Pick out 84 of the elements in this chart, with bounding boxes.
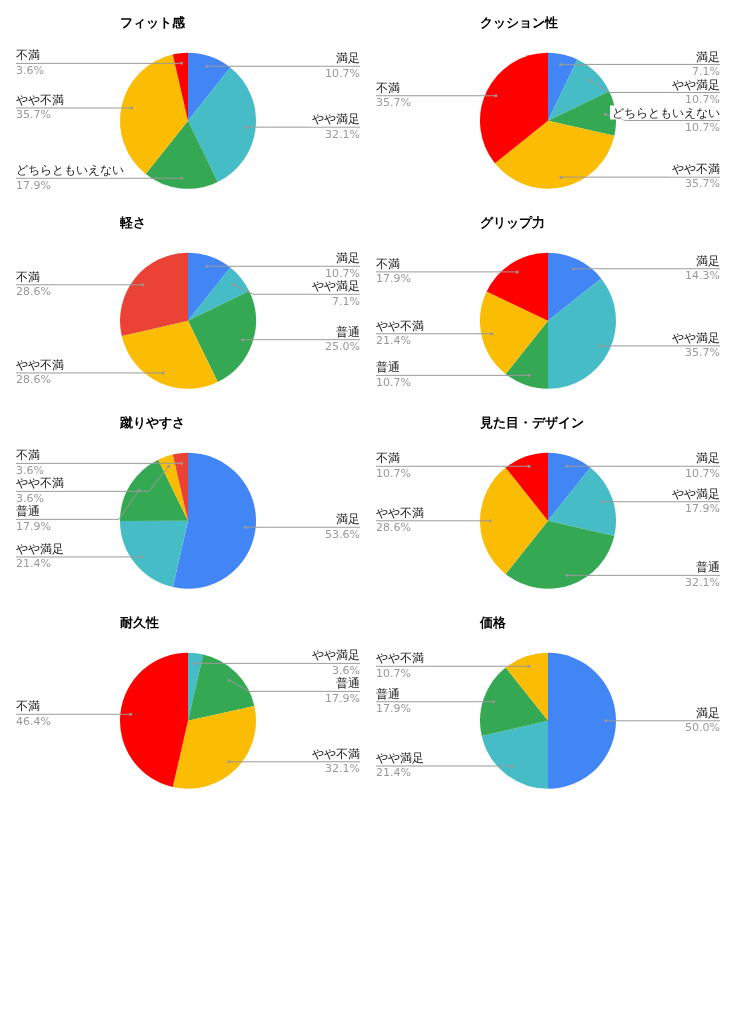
slice-label: 普通	[376, 686, 400, 701]
chart-title: 蹴りやすさ	[119, 415, 185, 431]
data-label: 10.7%	[376, 466, 411, 480]
slice-label: やや満足	[672, 77, 720, 92]
slice-label: やや不満	[376, 318, 424, 333]
slice-label: 不満	[376, 80, 400, 95]
slice-label: 満足	[696, 451, 720, 466]
chart-title: クッション性	[480, 15, 558, 31]
data-label: 21.4%	[376, 334, 411, 348]
data-label: 32.1%	[325, 127, 360, 141]
slice-label: やや不満	[312, 746, 360, 761]
slice-label: 普通	[16, 504, 40, 519]
data-label: 53.6%	[325, 527, 360, 541]
slice-label: やや不満	[16, 358, 64, 373]
data-label: 50.0%	[685, 721, 720, 735]
data-label: 10.7%	[325, 266, 360, 280]
slice-label: やや不満	[672, 162, 720, 177]
data-label: 10.7%	[685, 120, 720, 134]
data-label: 35.7%	[685, 177, 720, 191]
data-label: 3.6%	[16, 63, 44, 77]
chart-title: 価格	[479, 615, 507, 631]
data-label: 10.7%	[376, 375, 411, 389]
slice-label: 普通	[376, 360, 400, 375]
data-label: 3.6%	[332, 663, 360, 677]
data-label: 28.6%	[16, 285, 51, 299]
slice-label: やや満足	[312, 279, 360, 294]
slice-label: 満足	[696, 253, 720, 268]
slice-label: やや不満	[16, 93, 64, 108]
slice-label: 不満	[16, 48, 40, 63]
slice-label: やや満足	[16, 542, 64, 557]
data-label: 17.9%	[325, 691, 360, 705]
slice-label: 不満	[16, 269, 40, 284]
data-label: 17.9%	[685, 502, 720, 516]
slice-label: 不満	[16, 448, 40, 463]
slice-label: やや満足	[672, 486, 720, 501]
data-label: 10.7%	[685, 92, 720, 106]
slice-label: 不満	[376, 257, 400, 272]
data-label: 14.3%	[685, 269, 720, 283]
data-label: 35.7%	[685, 346, 720, 360]
data-label: 21.4%	[376, 766, 411, 780]
data-label: 10.7%	[376, 666, 411, 680]
data-label: 35.7%	[16, 108, 51, 122]
slice-label: やや満足	[672, 331, 720, 346]
data-label: 10.7%	[685, 466, 720, 480]
data-label: 17.9%	[16, 178, 51, 192]
data-label: 10.7%	[325, 66, 360, 80]
data-label: 7.1%	[332, 294, 360, 308]
data-label: 46.4%	[16, 714, 51, 728]
slice-label: 満足	[336, 51, 360, 66]
data-label: 25.0%	[325, 340, 360, 354]
data-label: 17.9%	[376, 702, 411, 716]
data-label: 17.9%	[376, 272, 411, 286]
slice-label: やや満足	[312, 112, 360, 127]
chart-title: 見た目・デザイン	[479, 415, 584, 431]
data-label: 3.6%	[16, 463, 44, 477]
slice-label: 普通	[696, 560, 720, 575]
slice-label: 満足	[696, 49, 720, 64]
data-label: 32.1%	[325, 762, 360, 776]
slice-label: やや満足	[312, 648, 360, 663]
slice-label: やや満足	[376, 751, 424, 766]
data-label: 32.1%	[685, 575, 720, 589]
slice-label: やや不満	[16, 476, 64, 491]
slice-label: どちらともいえない	[16, 163, 124, 178]
data-label: 28.6%	[376, 521, 411, 535]
slice-label: 不満	[16, 699, 40, 714]
data-label: 28.6%	[16, 373, 51, 387]
slice-label: 満足	[696, 705, 720, 720]
chart-title: グリップ力	[480, 215, 545, 231]
slice-label: 普通	[336, 324, 360, 339]
data-label: 7.1%	[692, 64, 720, 78]
chart-title: フィット感	[120, 15, 186, 31]
slice-label: 普通	[336, 676, 360, 691]
slice-label: やや不満	[376, 651, 424, 666]
slice-label: やや不満	[376, 505, 424, 520]
slice-label: どちらともいえない	[612, 105, 720, 120]
slice-label: 不満	[376, 451, 400, 466]
slice-label: 満足	[336, 512, 360, 527]
data-label: 3.6%	[16, 491, 44, 505]
data-label: 35.7%	[376, 96, 411, 110]
chart-title: 耐久性	[120, 615, 159, 631]
slice-label: 満足	[336, 251, 360, 266]
data-label: 21.4%	[16, 557, 51, 571]
data-label: 17.9%	[16, 519, 51, 533]
chart-title: 軽さ	[119, 215, 146, 231]
